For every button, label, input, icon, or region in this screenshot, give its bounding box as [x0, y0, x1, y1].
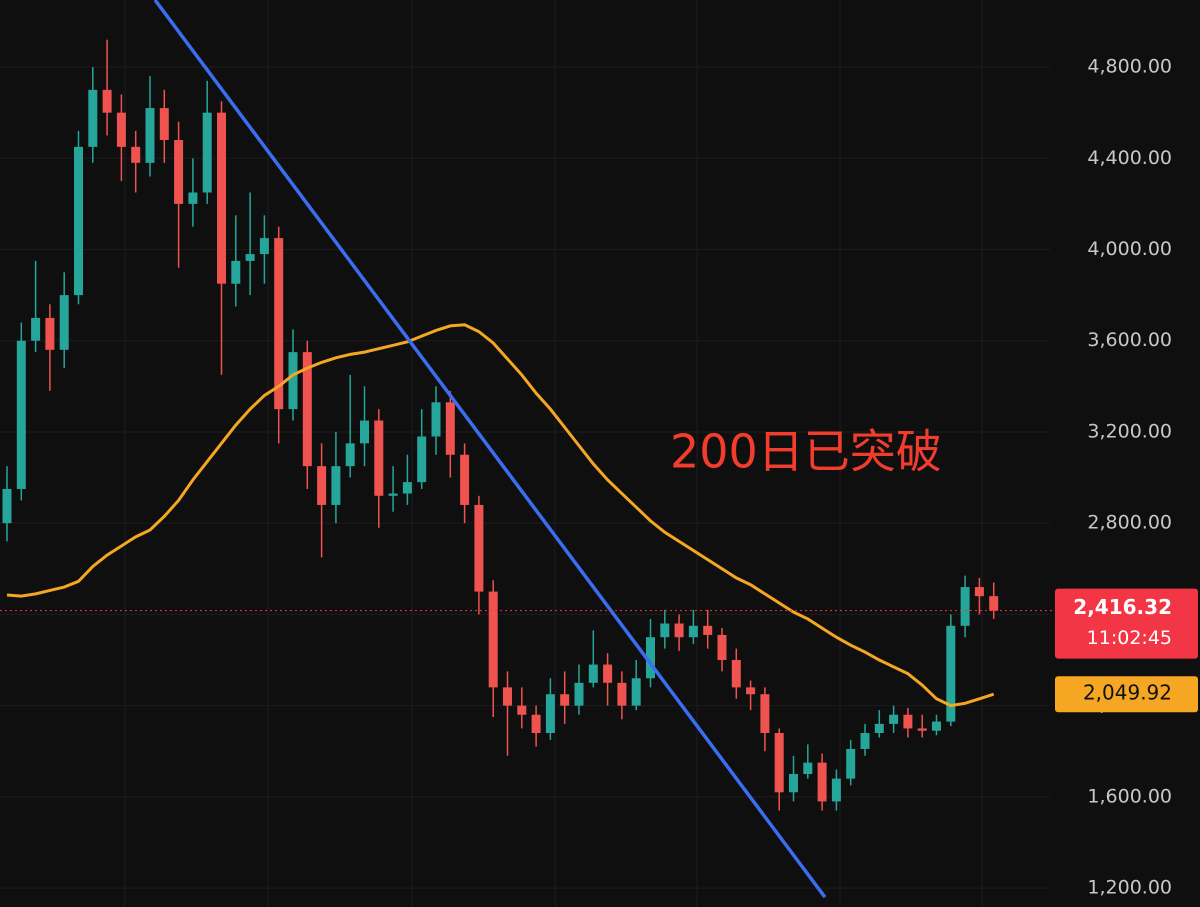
countdown-label: 11:02:45: [1087, 627, 1172, 649]
candle-body: [503, 687, 512, 706]
candle-body: [288, 352, 298, 410]
y-tick-label: 4,000.00: [1087, 238, 1172, 260]
candle-body: [889, 714, 899, 724]
candle-body: [989, 596, 999, 611]
annotation: 200日已突破: [670, 425, 942, 479]
candle-body: [345, 443, 355, 467]
candle-body: [417, 436, 427, 483]
trend-line: [153, 0, 827, 899]
candle-body: [74, 146, 83, 296]
candle-body: [789, 774, 798, 793]
ma-tag: [1055, 676, 1198, 713]
candle-body: [545, 694, 555, 733]
candle-body: [603, 664, 613, 683]
candle-body: [646, 637, 655, 679]
candle-body: [474, 504, 484, 592]
candle-body: [946, 625, 956, 722]
candle-body: [660, 623, 670, 638]
candle-body: [631, 678, 641, 706]
candle-body: [760, 694, 770, 733]
candle-body: [574, 682, 584, 706]
candle-body: [488, 591, 498, 688]
candle-body: [903, 714, 913, 729]
candle-body: [774, 732, 784, 793]
candle-body: [817, 762, 827, 802]
candle-body: [159, 108, 169, 141]
candle-body: [917, 728, 927, 731]
y-tick-label: 3,600.00: [1087, 329, 1172, 351]
y-tick-label: 1,200.00: [1087, 877, 1172, 899]
last-price-label: 2,416.32: [1073, 595, 1172, 619]
candle-body: [360, 420, 369, 444]
candle-body: [860, 732, 870, 749]
candle-body: [202, 112, 212, 193]
candle-body: [560, 694, 570, 706]
candle-body: [431, 402, 441, 437]
candle-body: [588, 664, 598, 683]
candle-body: [717, 634, 727, 661]
candle-body: [846, 748, 856, 779]
candle-body: [703, 625, 713, 635]
candle-body: [145, 108, 155, 163]
candle-body: [674, 623, 684, 638]
candle-body: [831, 778, 841, 802]
candle-body: [374, 420, 384, 496]
candle-body: [174, 140, 184, 204]
candle-body: [803, 762, 813, 775]
y-tick-label: 2,800.00: [1087, 512, 1172, 534]
candle-body: [274, 238, 284, 410]
ma-label: 2,049.92: [1083, 681, 1172, 705]
candle-body: [116, 112, 126, 147]
candle-body: [460, 454, 470, 505]
y-tick-label: 4,800.00: [1087, 56, 1172, 78]
candle-body: [188, 192, 198, 204]
last-price-tag: [1055, 588, 1198, 659]
candle-body: [688, 625, 698, 638]
candle-body: [245, 254, 255, 261]
candle-body: [932, 721, 941, 731]
candle-body: [731, 660, 741, 688]
candle-body: [88, 89, 98, 147]
candle-body: [746, 687, 756, 695]
candle-body: [302, 352, 312, 467]
candle-body: [974, 587, 984, 597]
candle-body: [617, 682, 627, 706]
candle-body: [517, 705, 527, 715]
candle-body: [131, 146, 141, 163]
y-tick-label: 3,200.00: [1087, 420, 1172, 442]
candle-body: [317, 466, 327, 505]
candle-body: [960, 587, 970, 626]
candle-body: [59, 295, 69, 350]
candle-body: [388, 493, 398, 496]
y-tick-label: 4,400.00: [1087, 147, 1172, 169]
candle-body: [45, 317, 55, 350]
candle-body: [231, 260, 241, 284]
candle-body: [217, 112, 226, 284]
candle-body: [2, 488, 12, 524]
candle-body: [331, 466, 341, 505]
y-tick-label: 1,600.00: [1087, 785, 1172, 807]
candle-body: [259, 238, 269, 255]
moving-average-line: [6, 323, 995, 708]
candle-body: [445, 402, 455, 455]
candle-body: [531, 714, 541, 733]
candle-body: [874, 723, 884, 733]
candle-body: [16, 340, 26, 489]
candle-body: [102, 89, 112, 113]
candle-body: [31, 317, 41, 341]
candle-body: [402, 482, 412, 494]
